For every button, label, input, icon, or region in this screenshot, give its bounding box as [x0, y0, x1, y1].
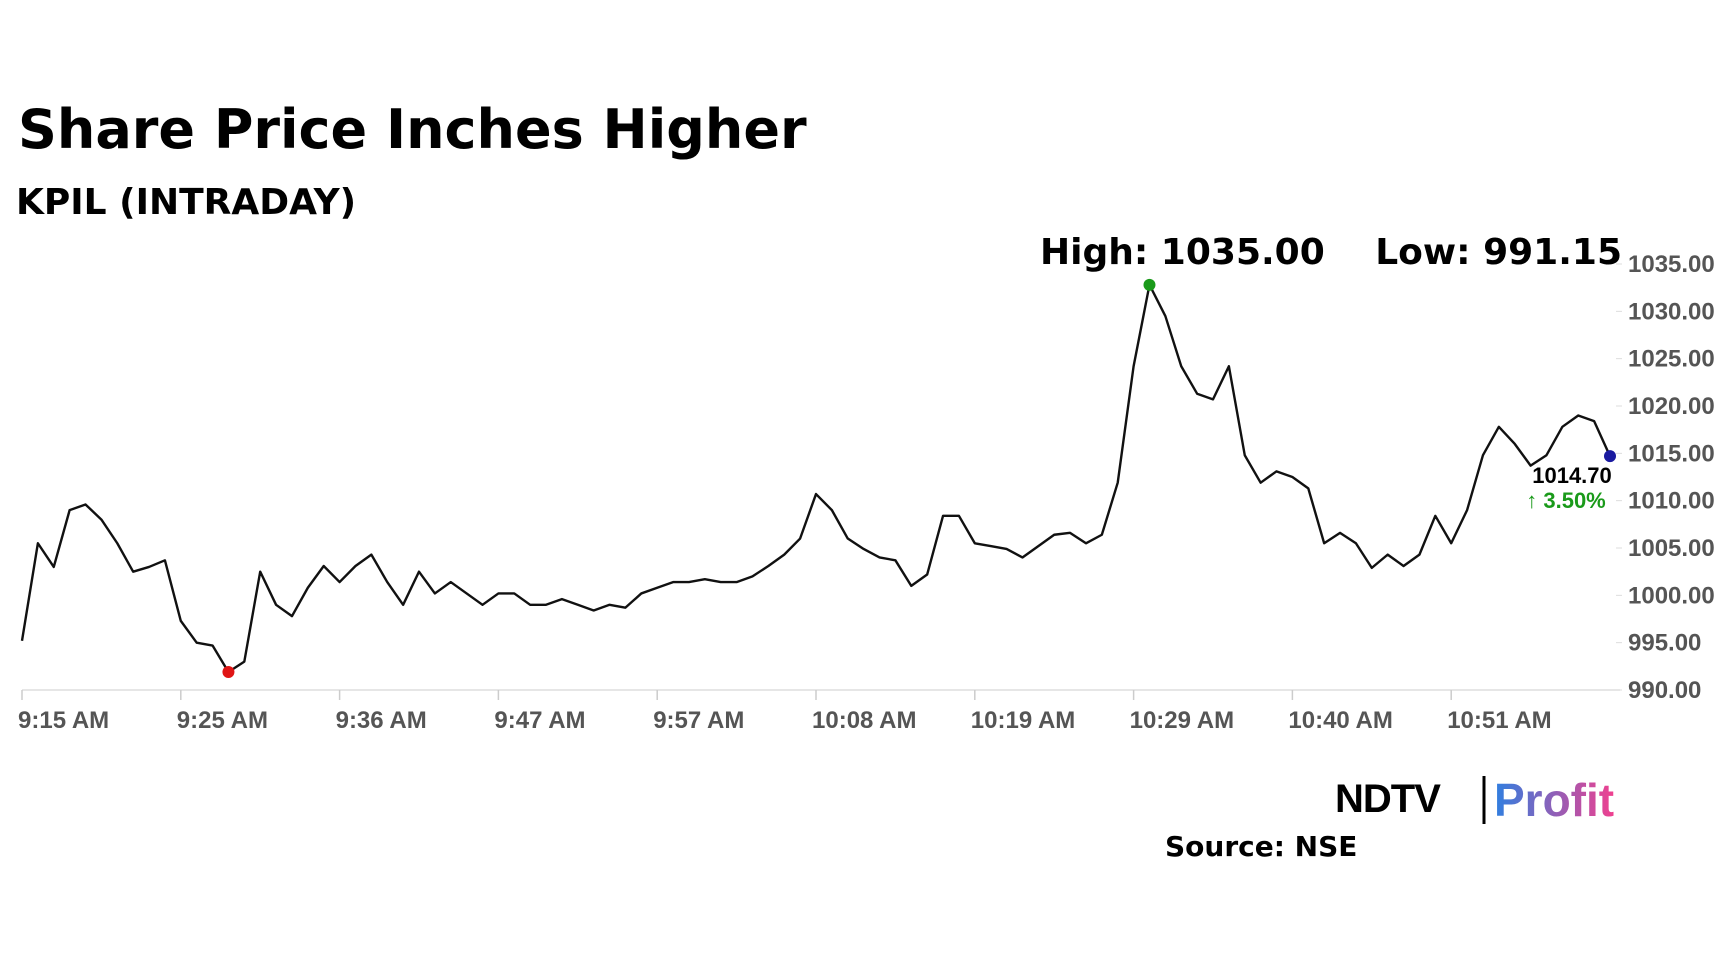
last-price-label: 1014.70 [1532, 463, 1612, 488]
high-label: High: 1035.00 [1040, 232, 1325, 273]
x-tick-label: 10:40 AM [1288, 707, 1392, 734]
y-tick-label: 995.00 [1628, 630, 1701, 657]
x-tick-label: 9:47 AM [494, 707, 585, 734]
y-tick-label: 1025.00 [1628, 346, 1715, 373]
x-tick-label: 10:19 AM [971, 707, 1075, 734]
last-dot [1604, 450, 1616, 463]
logo-ndtv: NDTV [1335, 777, 1441, 821]
y-tick-label: 1030.00 [1628, 298, 1715, 325]
y-tick-label: 1035.00 [1628, 251, 1715, 278]
x-tick-label: 10:51 AM [1447, 707, 1551, 734]
low-label: Low: 991.15 [1375, 232, 1622, 273]
x-tick-label: 9:25 AM [177, 707, 268, 734]
x-tick-label: 9:15 AM [18, 707, 109, 734]
x-tick-label: 9:36 AM [336, 707, 427, 734]
change-label: ↑ 3.50% [1526, 488, 1606, 513]
chart-title: Share Price Inches Higher [18, 98, 807, 161]
chart-subtitle: KPIL (INTRADAY) [16, 182, 356, 223]
high-dot [1143, 278, 1156, 291]
x-tick-label: 9:57 AM [653, 707, 744, 734]
y-tick-label: 1020.00 [1628, 393, 1715, 420]
x-tick-label: 10:29 AM [1130, 707, 1234, 734]
logo-profit: Profit [1494, 774, 1614, 826]
source: Source: NSE [1165, 830, 1357, 863]
price-line [20, 283, 1612, 674]
low-dot [222, 666, 235, 679]
y-tick-label: 990.00 [1628, 677, 1701, 704]
y-tick-label: 1010.00 [1628, 488, 1715, 515]
y-tick-label: 1005.00 [1628, 535, 1715, 562]
y-tick-label: 1000.00 [1628, 582, 1715, 609]
x-tick-label: 10:08 AM [812, 707, 916, 734]
y-tick-label: 1015.00 [1628, 440, 1715, 467]
